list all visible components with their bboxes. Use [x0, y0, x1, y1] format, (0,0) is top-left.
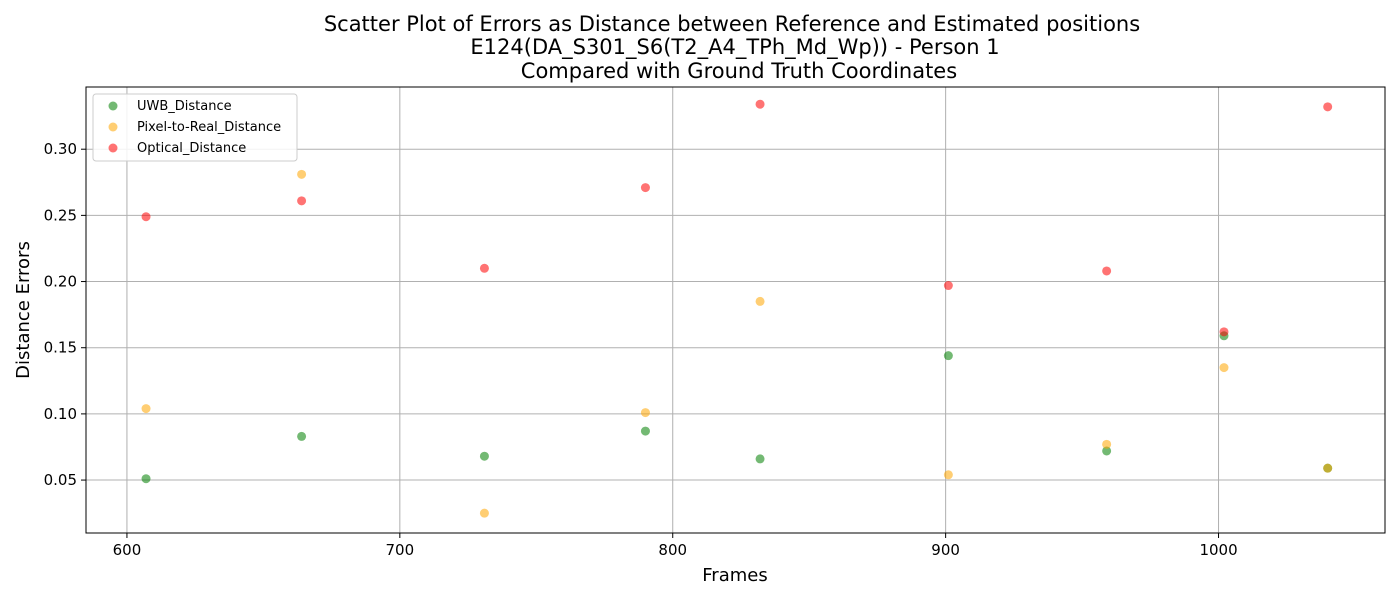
x-tick-label: 600: [113, 541, 142, 559]
legend-marker-pixel-to-real: [108, 122, 118, 132]
x-axis-label: Frames: [702, 565, 767, 586]
uwb-point: [297, 431, 307, 441]
optical-point: [297, 196, 307, 206]
legend-box: [92, 93, 298, 162]
optical-point: [1323, 102, 1333, 112]
grid-lines: [86, 87, 1385, 533]
x-tick-label: 900: [931, 541, 960, 559]
pixel-to-real-point: [640, 408, 650, 418]
chart-title: Scatter Plot of Errors as Distance betwe…: [324, 12, 1140, 83]
pixel-to-real-point: [943, 470, 953, 480]
y-tick-label: 0.05: [44, 471, 77, 489]
uwb-point: [943, 351, 953, 361]
pixel-to-real-point: [755, 296, 765, 306]
uwb-point: [479, 451, 489, 461]
optical-point: [141, 212, 151, 222]
y-tick-label: 0.20: [44, 273, 77, 291]
chart-title-line-3: Compared with Ground Truth Coordinates: [521, 59, 957, 83]
uwb-point: [141, 474, 151, 484]
legend-label-optical: Optical_Distance: [137, 141, 246, 156]
pixel-to-real-point: [1102, 439, 1112, 449]
y-axis-label: Distance Errors: [13, 241, 34, 379]
optical-point: [1102, 266, 1112, 276]
pixel-to-real-point: [297, 169, 307, 179]
optical-point: [1219, 327, 1229, 337]
optical-point: [755, 99, 765, 109]
optical-point: [640, 183, 650, 193]
x-tick-label: 700: [386, 541, 415, 559]
pixel-to-real-point: [141, 404, 151, 414]
y-tick-label: 0.25: [44, 206, 77, 224]
y-tick-label: 0.15: [44, 339, 77, 357]
chart-title-line-2: E124(DA_S301_S6(T2_A4_TPh_Md_Wp)) - Pers…: [470, 35, 999, 60]
data-points: [141, 99, 1333, 518]
uwb-point: [1102, 446, 1112, 456]
legend: UWB_Distance Pixel-to-Real_Distance Opti…: [92, 93, 298, 162]
plot-area-frame: [85, 86, 1386, 534]
optical-point: [479, 263, 489, 273]
y-tick-label: 0.30: [44, 140, 77, 158]
legend-label-pixel-to-real: Pixel-to-Real_Distance: [137, 120, 281, 135]
pixel-to-real-point: [1219, 363, 1229, 373]
pixel-to-real-point: [1323, 463, 1333, 473]
uwb-point: [755, 454, 765, 464]
x-tick-label: 1000: [1199, 541, 1237, 559]
y-tick-label: 0.10: [44, 405, 77, 423]
pixel-to-real-point: [479, 508, 489, 518]
legend-label-uwb: UWB_Distance: [137, 99, 232, 114]
axis-ticks: 600 700 800 900 1000 0.05 0.10 0.15 0.20 0.25 0.30: [44, 140, 1238, 559]
chart-title-line-1: Scatter Plot of Errors as Distance betwe…: [324, 12, 1140, 36]
legend-marker-uwb: [108, 101, 118, 111]
optical-point: [943, 281, 953, 291]
x-tick-label: 800: [658, 541, 687, 559]
legend-marker-optical: [108, 143, 118, 153]
uwb-point: [640, 426, 650, 436]
